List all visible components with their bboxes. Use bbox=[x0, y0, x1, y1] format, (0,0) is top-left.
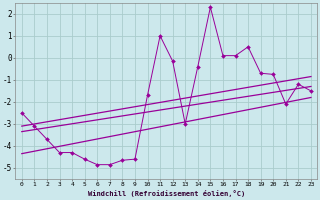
X-axis label: Windchill (Refroidissement éolien,°C): Windchill (Refroidissement éolien,°C) bbox=[88, 190, 245, 197]
